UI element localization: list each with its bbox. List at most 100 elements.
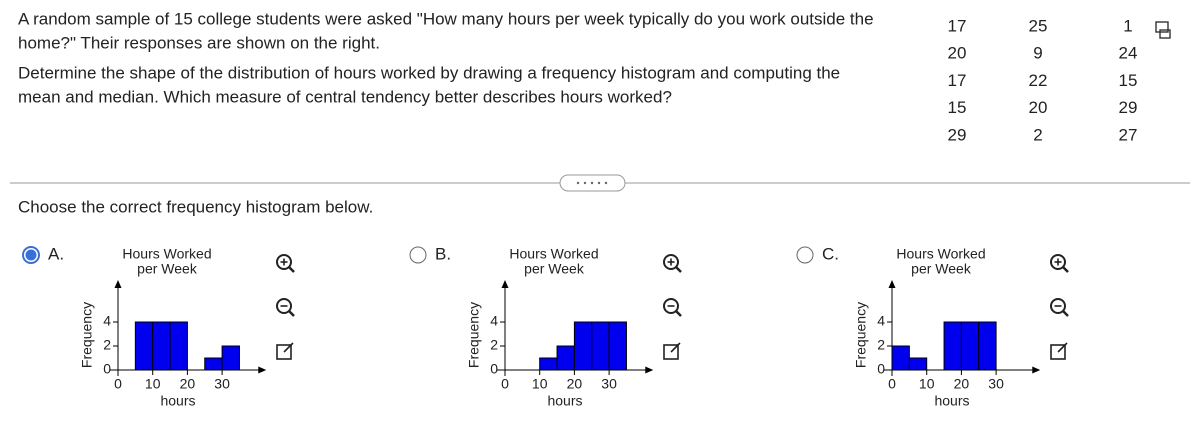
x-axis-label: hours bbox=[160, 393, 195, 409]
bar bbox=[152, 321, 171, 371]
x-tick-label: 10 bbox=[919, 376, 935, 392]
chart-title: Hours Worked bbox=[896, 246, 985, 262]
x-tick-label: 10 bbox=[145, 376, 161, 392]
zoom-handle bbox=[1062, 266, 1069, 273]
data-value: 2 bbox=[1033, 125, 1042, 144]
x-axis-label: hours bbox=[547, 393, 582, 409]
x-tick-label: 0 bbox=[114, 376, 122, 392]
x-tick-label: 20 bbox=[567, 376, 583, 392]
open-arrow bbox=[1057, 342, 1068, 353]
zoom-handle bbox=[675, 310, 682, 317]
zoom-out[interactable] bbox=[276, 298, 292, 314]
data-value: 20 bbox=[948, 44, 967, 63]
open-icon[interactable] bbox=[663, 344, 679, 360]
dots bbox=[576, 181, 608, 185]
question-line: A random sample of 15 college students w… bbox=[18, 9, 874, 28]
option[interactable]: A. bbox=[22, 244, 295, 360]
bar bbox=[556, 345, 575, 371]
chart-title: per Week bbox=[911, 261, 972, 277]
copy-icon[interactable] bbox=[1155, 21, 1171, 39]
x-tick-label: 20 bbox=[180, 376, 196, 392]
zoom-handle bbox=[675, 266, 682, 273]
zoom-out[interactable] bbox=[663, 298, 679, 314]
bar bbox=[204, 357, 223, 371]
data-value: 24 bbox=[1119, 44, 1138, 63]
bar bbox=[573, 321, 593, 371]
chart-title: per Week bbox=[137, 261, 198, 277]
radio[interactable] bbox=[409, 246, 427, 264]
open-arrow bbox=[283, 342, 294, 353]
x-arrow bbox=[258, 366, 267, 374]
bar bbox=[169, 321, 188, 371]
y-tick-label: 0 bbox=[877, 361, 885, 377]
question-line: Determine the shape of the distribution … bbox=[18, 63, 840, 82]
data-value: 9 bbox=[1033, 44, 1042, 63]
zoom-handle bbox=[288, 310, 295, 317]
y-tick-label: 4 bbox=[490, 313, 498, 329]
bar bbox=[539, 357, 558, 371]
y-arrow bbox=[888, 280, 896, 288]
zoom-in[interactable] bbox=[276, 254, 292, 270]
y-axis-label: Frequency bbox=[466, 302, 482, 368]
zoom-handle bbox=[1062, 310, 1069, 317]
question-line: mean and median. Which measure of centra… bbox=[18, 87, 672, 106]
option-label: C. bbox=[822, 244, 839, 263]
question-line: home?" Their responses are shown on the … bbox=[18, 33, 380, 52]
x-tick-label: 30 bbox=[601, 376, 617, 392]
radio[interactable] bbox=[796, 246, 814, 264]
y-arrow bbox=[501, 280, 509, 288]
x-tick-label: 0 bbox=[888, 376, 896, 392]
chart-title: Hours Worked bbox=[122, 246, 211, 262]
radio-dot bbox=[25, 249, 37, 261]
y-tick-label: 2 bbox=[490, 337, 498, 353]
prompt: Choose the correct frequency histogram b… bbox=[18, 197, 373, 216]
data-value: 15 bbox=[1119, 71, 1138, 90]
data-value: 25 bbox=[1029, 16, 1048, 35]
zoom-in[interactable] bbox=[1050, 254, 1066, 270]
x-tick-label: 30 bbox=[988, 376, 1004, 392]
chart-title: Hours Worked bbox=[509, 246, 598, 262]
y-tick-label: 0 bbox=[490, 361, 498, 377]
y-tick-label: 4 bbox=[877, 313, 885, 329]
option[interactable]: B. bbox=[409, 244, 682, 360]
y-axis-label: Frequency bbox=[853, 302, 869, 368]
data-value: 22 bbox=[1029, 71, 1048, 90]
data-value: 29 bbox=[1119, 98, 1138, 117]
x-tick-label: 10 bbox=[532, 376, 548, 392]
chart-title: per Week bbox=[524, 261, 585, 277]
bar bbox=[891, 345, 910, 371]
x-arrow bbox=[645, 366, 654, 374]
data-value: 20 bbox=[1029, 98, 1048, 117]
option[interactable]: C. bbox=[796, 244, 1069, 360]
data-value: 27 bbox=[1119, 125, 1138, 144]
y-tick-label: 0 bbox=[103, 361, 111, 377]
data-value: 17 bbox=[948, 16, 967, 35]
option-label: A. bbox=[48, 244, 64, 263]
data-value: 17 bbox=[948, 71, 967, 90]
open-icon[interactable] bbox=[276, 344, 292, 360]
zoom-in[interactable] bbox=[663, 254, 679, 270]
bar bbox=[960, 321, 980, 371]
y-tick-label: 2 bbox=[877, 337, 885, 353]
x-arrow bbox=[1032, 366, 1041, 374]
y-tick-label: 4 bbox=[103, 313, 111, 329]
data-value: 29 bbox=[948, 125, 967, 144]
open-icon[interactable] bbox=[1050, 344, 1066, 360]
data-value: 15 bbox=[948, 98, 967, 117]
bar bbox=[978, 321, 997, 371]
y-axis-label: Frequency bbox=[79, 302, 95, 368]
bar bbox=[908, 357, 928, 371]
y-tick-label: 2 bbox=[103, 337, 111, 353]
zoom-out[interactable] bbox=[1050, 298, 1066, 314]
x-tick-label: 30 bbox=[214, 376, 230, 392]
open-arrow bbox=[670, 342, 681, 353]
bar bbox=[608, 321, 627, 371]
bar bbox=[221, 345, 240, 371]
option-label: B. bbox=[435, 244, 451, 263]
zoom-handle bbox=[288, 266, 295, 273]
x-axis-label: hours bbox=[934, 393, 969, 409]
